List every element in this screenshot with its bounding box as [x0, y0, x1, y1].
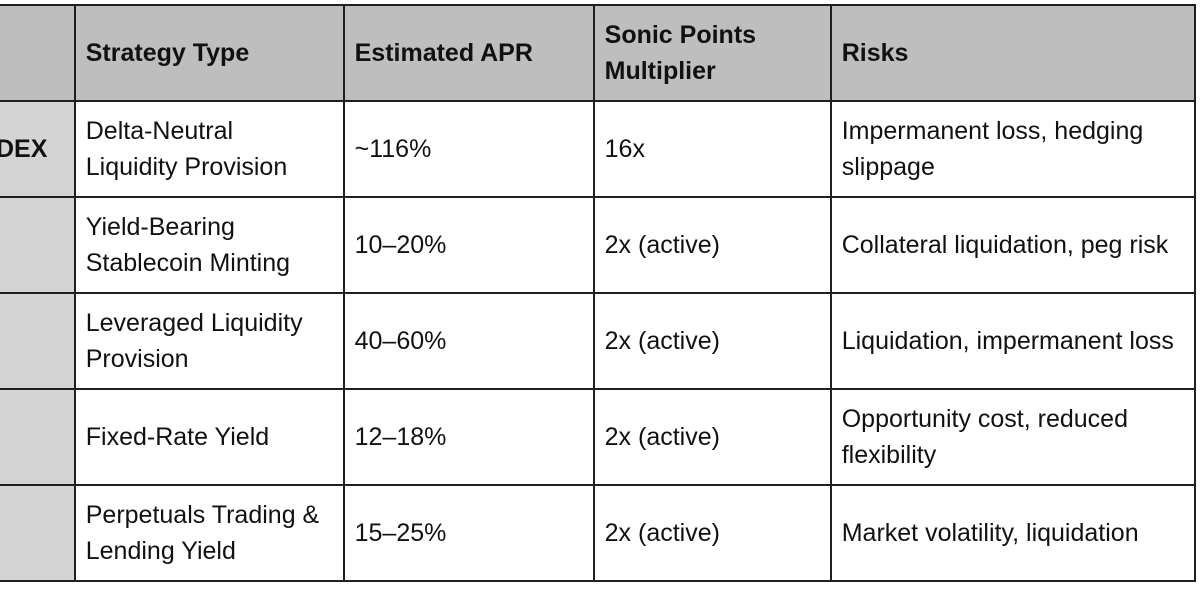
strategy-cell: Fixed-Rate Yield — [73, 388, 345, 486]
strategy-cell: Yield-Bearing Stablecoin Minting — [73, 196, 345, 294]
table-row: Perpetuals Trading & Lending Yield 15–25… — [0, 484, 1197, 582]
platform-cell: DEX — [0, 100, 76, 198]
header-risks: Risks — [829, 4, 1197, 102]
risks-cell: Impermanent loss, hedging slippage — [829, 100, 1197, 198]
table-header-row: Strategy Type Estimated APR Sonic Points… — [0, 4, 1197, 102]
multiplier-cell: 16x — [592, 100, 832, 198]
header-estimated-apr: Estimated APR — [342, 4, 595, 102]
platform-cell — [0, 292, 76, 390]
apr-cell: 12–18% — [342, 388, 595, 486]
strategy-cell: Delta-Neutral Liquidity Provision — [73, 100, 345, 198]
strategy-cell: Leveraged Liquidity Provision — [73, 292, 345, 390]
apr-cell: 15–25% — [342, 484, 595, 582]
table-row: Fixed-Rate Yield 12–18% 2x (active) Oppo… — [0, 388, 1197, 486]
platform-cell — [0, 196, 76, 294]
risks-cell: Opportunity cost, reduced flexibility — [829, 388, 1197, 486]
apr-cell: ~116% — [342, 100, 595, 198]
risks-cell: Market volatility, liquidation — [829, 484, 1197, 582]
table-row: DEX Delta-Neutral Liquidity Provision ~1… — [0, 100, 1197, 198]
multiplier-cell: 2x (active) — [592, 196, 832, 294]
platform-cell — [0, 388, 76, 486]
header-strategy-type: Strategy Type — [73, 4, 345, 102]
multiplier-cell: 2x (active) — [592, 388, 832, 486]
risks-cell: Collateral liquidation, peg risk — [829, 196, 1197, 294]
table-row: Leveraged Liquidity Provision 40–60% 2x … — [0, 292, 1197, 390]
table-row: Yield-Bearing Stablecoin Minting 10–20% … — [0, 196, 1197, 294]
strategy-cell: Perpetuals Trading & Lending Yield — [73, 484, 345, 582]
bottom-margin — [0, 592, 1200, 600]
strategy-table: Strategy Type Estimated APR Sonic Points… — [0, 4, 1197, 582]
multiplier-cell: 2x (active) — [592, 292, 832, 390]
risks-cell: Liquidation, impermanent loss — [829, 292, 1197, 390]
header-platform — [0, 4, 76, 102]
platform-label: DEX — [0, 135, 48, 163]
platform-cell — [0, 484, 76, 582]
multiplier-cell: 2x (active) — [592, 484, 832, 582]
apr-cell: 40–60% — [342, 292, 595, 390]
header-sonic-points-multiplier: Sonic Points Multiplier — [592, 4, 832, 102]
apr-cell: 10–20% — [342, 196, 595, 294]
